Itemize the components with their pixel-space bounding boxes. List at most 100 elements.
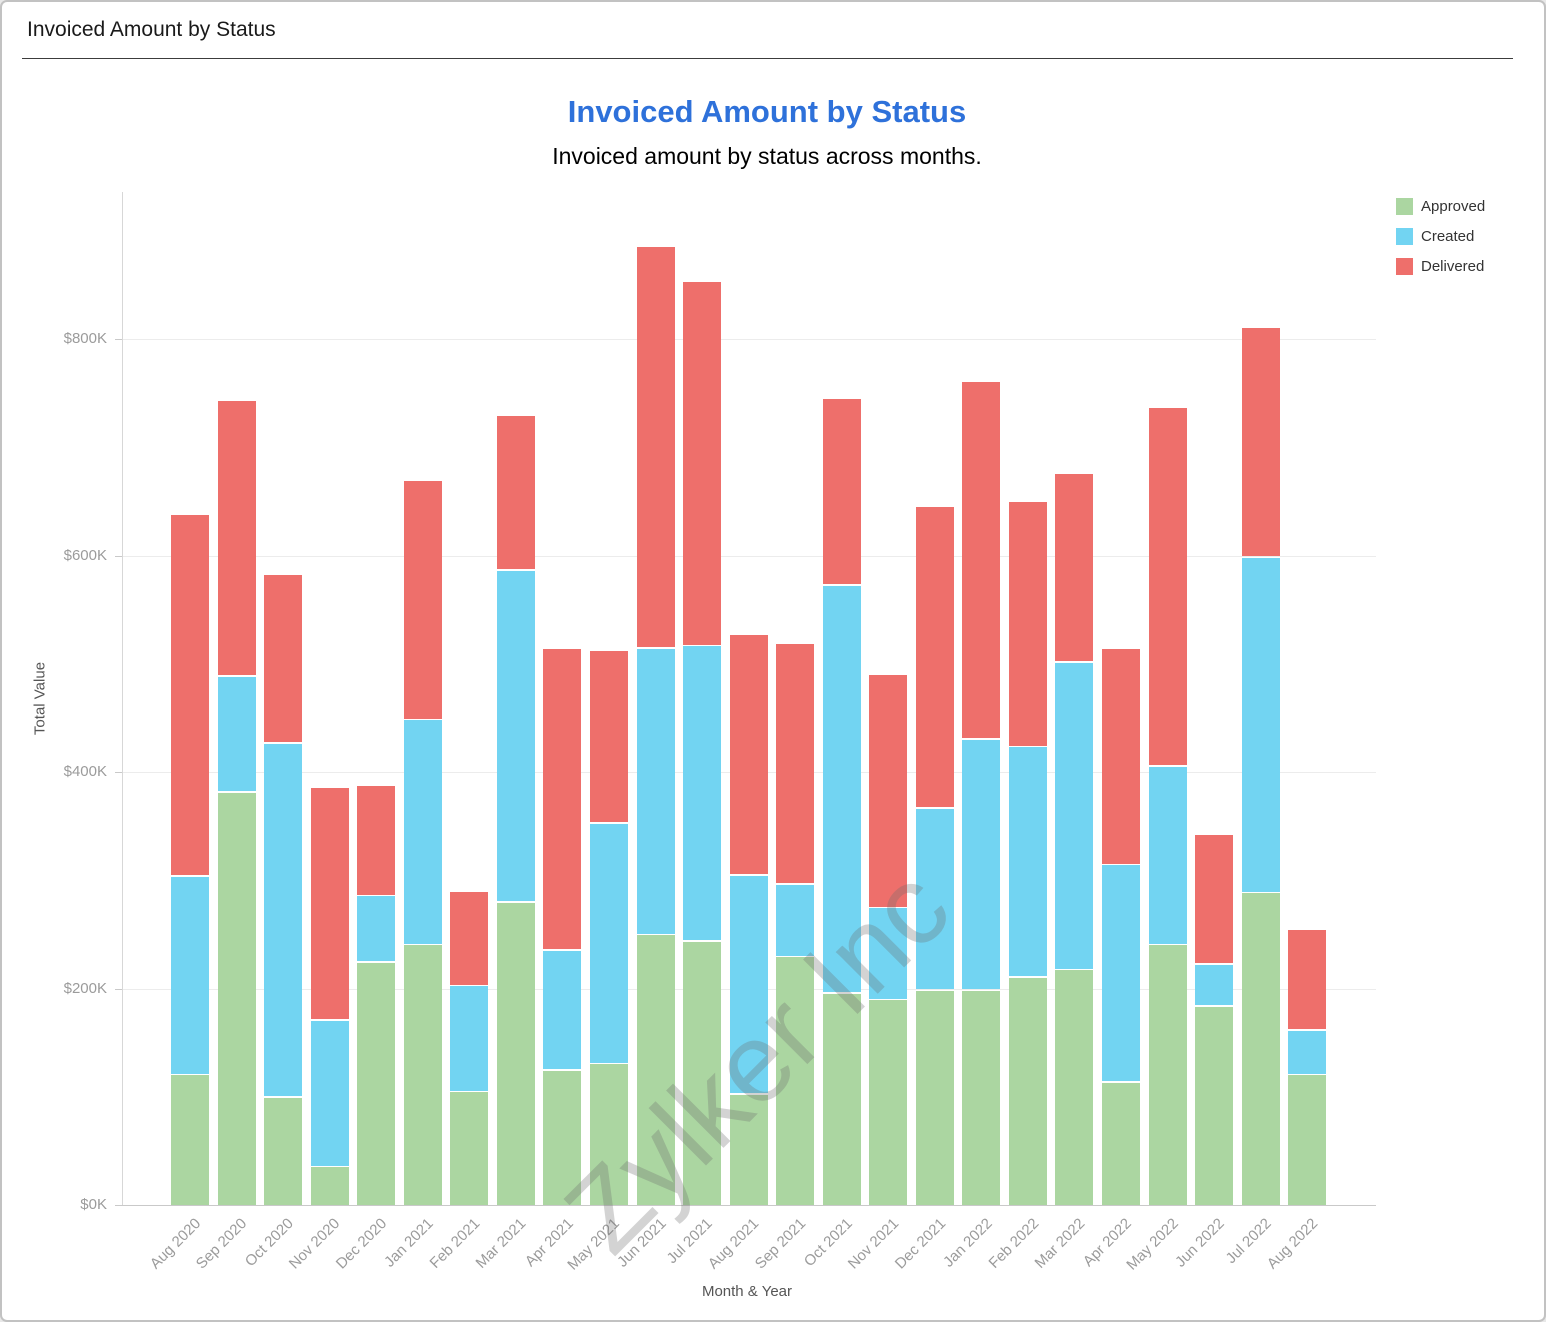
bar-segment-approved-nov-2020[interactable] [310, 1167, 349, 1205]
bar-segment-created-mar-2021[interactable] [496, 570, 535, 902]
header-divider [22, 58, 1513, 59]
bar-segment-delivered-aug-2020[interactable] [171, 515, 209, 876]
bar-segment-delivered-feb-2022[interactable] [1008, 502, 1047, 746]
bar-segment-delivered-may-2021[interactable] [589, 650, 628, 823]
x-tick-label: Dec 2020 [332, 1215, 391, 1273]
x-tick-label: Feb 2021 [426, 1215, 484, 1272]
bar-segment-created-apr-2021[interactable] [543, 950, 582, 1070]
bar-segment-created-aug-2021[interactable] [729, 875, 768, 1094]
bar-segment-approved-may-2022[interactable] [1148, 945, 1187, 1205]
bar-segment-created-sep-2020[interactable] [217, 676, 256, 792]
bar-segment-delivered-jul-2021[interactable] [683, 281, 722, 645]
bar-segment-created-dec-2021[interactable] [915, 808, 954, 990]
bar-segment-created-oct-2020[interactable] [264, 743, 303, 1097]
bar-segment-delivered-jun-2022[interactable] [1195, 834, 1234, 964]
bar-segment-approved-aug-2022[interactable] [1288, 1075, 1327, 1205]
bar-segment-delivered-mar-2021[interactable] [496, 415, 535, 570]
legend-label: Created [1421, 228, 1475, 245]
bar-segment-created-dec-2020[interactable] [357, 896, 396, 962]
y-tick-label: $200K [63, 979, 107, 997]
bar-segment-approved-apr-2022[interactable] [1102, 1082, 1140, 1205]
delivered-swatch-icon [1396, 258, 1413, 275]
y-tick-mark [115, 339, 122, 340]
bar-segment-approved-apr-2021[interactable] [543, 1070, 582, 1205]
bar-segment-delivered-feb-2021[interactable] [450, 892, 489, 985]
bar-segment-delivered-oct-2020[interactable] [264, 574, 303, 743]
bar-segment-approved-feb-2022[interactable] [1008, 977, 1047, 1205]
chart-subtitle: Invoiced amount by status across months. [552, 143, 982, 169]
bar-segment-approved-oct-2020[interactable] [264, 1097, 303, 1205]
gridline [123, 555, 1376, 557]
bar-segment-approved-jun-2022[interactable] [1195, 1006, 1234, 1205]
bar-segment-approved-may-2021[interactable] [589, 1064, 628, 1205]
bar-segment-created-feb-2021[interactable] [450, 986, 489, 1091]
y-tick-label: $400K [63, 763, 107, 780]
bar-segment-created-apr-2022[interactable] [1102, 865, 1140, 1082]
gridline [123, 339, 1376, 340]
bar-segment-created-jul-2022[interactable] [1241, 557, 1280, 892]
bar-segment-approved-mar-2022[interactable] [1055, 970, 1094, 1205]
bar-segment-delivered-apr-2022[interactable] [1102, 648, 1140, 864]
bar-segment-created-oct-2021[interactable] [822, 585, 861, 993]
bar-segment-created-sep-2021[interactable] [776, 884, 815, 956]
bar-segment-approved-sep-2021[interactable] [776, 957, 815, 1205]
bar-segment-created-jan-2022[interactable] [962, 739, 1001, 990]
bar-segment-delivered-may-2022[interactable] [1148, 408, 1187, 766]
bar-segment-created-jul-2021[interactable] [683, 646, 722, 941]
x-tick-label: Nov 2020 [286, 1215, 344, 1273]
bar-segment-created-may-2021[interactable] [589, 823, 628, 1063]
bar-segment-delivered-jun-2021[interactable] [636, 246, 675, 648]
bar-segment-approved-jan-2022[interactable] [962, 990, 1001, 1205]
bar-segment-delivered-jul-2022[interactable] [1241, 328, 1280, 557]
chart-legend: Approved Created Delivered [1396, 198, 1485, 288]
bar-segment-created-aug-2022[interactable] [1288, 1030, 1327, 1074]
bar-segment-approved-jan-2021[interactable] [403, 945, 442, 1205]
bar-segment-created-nov-2020[interactable] [310, 1020, 349, 1166]
bar-segment-delivered-jan-2022[interactable] [962, 382, 1001, 739]
x-tick-label: Jan 2022 [939, 1215, 996, 1271]
x-tick-label: Sep 2021 [751, 1215, 810, 1273]
bar-segment-delivered-nov-2020[interactable] [310, 788, 349, 1020]
bar-segment-delivered-mar-2022[interactable] [1055, 474, 1094, 662]
bar-segment-delivered-sep-2020[interactable] [217, 400, 256, 676]
bar-segment-approved-jul-2021[interactable] [683, 941, 722, 1205]
bar-segment-created-aug-2020[interactable] [171, 877, 209, 1074]
legend-item-delivered[interactable]: Delivered [1396, 258, 1485, 275]
bar-segment-approved-jul-2022[interactable] [1241, 893, 1280, 1205]
bar-segment-created-jun-2022[interactable] [1195, 964, 1234, 1006]
bar-segment-approved-dec-2021[interactable] [915, 990, 954, 1205]
bar-segment-created-jun-2021[interactable] [636, 648, 675, 934]
x-tick-label: Feb 2022 [985, 1215, 1042, 1272]
bar-segment-delivered-dec-2021[interactable] [915, 506, 954, 808]
bar-segment-approved-dec-2020[interactable] [357, 962, 396, 1205]
x-tick-label: Jun 2021 [613, 1215, 670, 1271]
y-tick-mark [115, 555, 122, 557]
bar-segment-approved-nov-2021[interactable] [869, 1000, 908, 1205]
bar-segment-created-nov-2021[interactable] [869, 908, 908, 999]
bar-segment-approved-aug-2021[interactable] [729, 1094, 768, 1205]
bar-segment-approved-feb-2021[interactable] [450, 1092, 489, 1205]
bar-segment-approved-jun-2021[interactable] [636, 935, 675, 1205]
bar-segment-delivered-oct-2021[interactable] [822, 398, 861, 585]
bar-segment-approved-aug-2020[interactable] [171, 1075, 209, 1205]
legend-item-created[interactable]: Created [1396, 228, 1485, 245]
bar-segment-created-mar-2022[interactable] [1055, 662, 1094, 969]
bar-segment-approved-sep-2020[interactable] [217, 792, 256, 1205]
bar-segment-created-jan-2021[interactable] [403, 720, 442, 944]
bar-segment-approved-oct-2021[interactable] [822, 993, 861, 1205]
bar-segment-delivered-sep-2021[interactable] [776, 644, 815, 884]
legend-item-approved[interactable]: Approved [1396, 198, 1485, 215]
bar-segment-created-may-2022[interactable] [1148, 766, 1187, 944]
bar-segment-delivered-dec-2020[interactable] [357, 786, 396, 895]
y-tick-mark [115, 1205, 122, 1206]
bar-segment-created-feb-2022[interactable] [1008, 747, 1047, 977]
bar-segment-delivered-nov-2021[interactable] [869, 674, 908, 907]
chart-title: Invoiced Amount by Status [567, 94, 967, 129]
x-axis-title: Month & Year [701, 1283, 793, 1300]
bar-segment-delivered-aug-2021[interactable] [729, 634, 768, 875]
bar-segment-delivered-apr-2021[interactable] [543, 648, 582, 950]
legend-label: Approved [1421, 198, 1486, 215]
bar-segment-delivered-aug-2022[interactable] [1288, 930, 1327, 1030]
bar-segment-approved-mar-2021[interactable] [496, 902, 535, 1205]
bar-segment-delivered-jan-2021[interactable] [403, 480, 442, 719]
